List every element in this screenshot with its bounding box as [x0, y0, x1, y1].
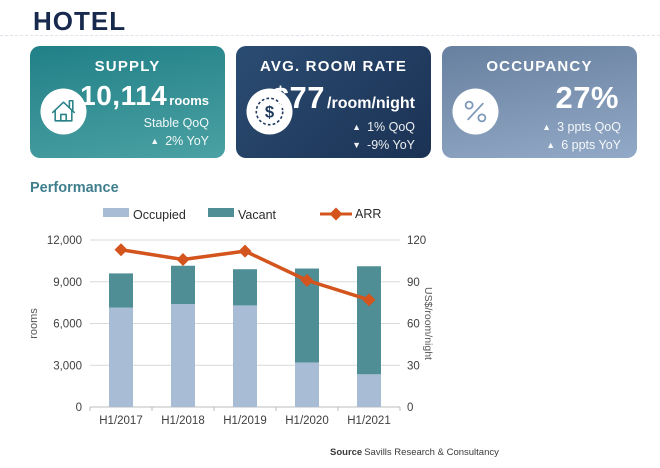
house-icon — [40, 88, 87, 135]
right-axis-tick: 90 — [407, 277, 420, 289]
avg-room-rate-card-content: $77/room/night ▲ 1% QoQ ▼ -9% YoY — [272, 80, 415, 152]
left-axis-tick: 9,000 — [53, 277, 82, 289]
bar-occupied — [295, 362, 319, 407]
performance-chart-container: 0 3,000 6,000 9,000 12,000 0 30 60 90 120 H1/2017 H… — [25, 202, 465, 450]
percent-icon — [452, 88, 499, 135]
legend-swatch — [103, 208, 129, 217]
performance-chart: 0 3,000 6,000 9,000 12,000 0 30 60 90 120 H1/2017 H… — [28, 207, 434, 427]
bar-vacant — [357, 266, 381, 375]
avg-room-rate-value: $77 — [271, 80, 326, 115]
supply-qoq: Stable QoQ — [80, 116, 209, 130]
arr-marker — [362, 293, 376, 307]
occupancy-qoq: ▲ 3 ppts QoQ — [542, 120, 621, 134]
trend-up-icon: ▲ — [150, 136, 160, 146]
legend-label: Vacant — [238, 208, 277, 222]
occupancy-card: OCCUPANCY 27% ▲ 3 ppts QoQ ▲ 6 ppts YoY — [442, 46, 637, 158]
performance-heading: Performance — [30, 180, 119, 196]
source-text: Savills Research & Consultancy — [364, 447, 499, 458]
right-axis-title: US$/room/night — [422, 287, 434, 360]
left-axis-tick: 0 — [76, 402, 82, 414]
kpi-cards: SUPPLY 10,114 rooms Stable QoQ ▲ 2% YoY — [30, 46, 637, 158]
left-axis-tick: 3,000 — [53, 360, 82, 372]
page-header: HOTEL — [0, 0, 660, 36]
bar-vacant — [233, 269, 257, 306]
avg-room-rate-yoy: ▼ -9% YoY — [272, 138, 415, 152]
bar-vacant — [171, 265, 195, 305]
trend-down-icon: ▼ — [352, 140, 362, 150]
left-axis-tick: 6,000 — [53, 319, 82, 331]
bar-occupied — [357, 374, 381, 407]
occupancy-qoq-text: 3 ppts QoQ — [557, 120, 621, 134]
right-axis-tick: 120 — [407, 235, 426, 247]
legend-swatch — [208, 208, 234, 217]
supply-unit: rooms — [169, 93, 209, 108]
avg-room-rate-qoq-text: 1% QoQ — [367, 120, 415, 134]
occupancy-yoy-text: 6 ppts YoY — [561, 138, 621, 152]
bar-occupied — [233, 305, 257, 407]
occupancy-card-title: OCCUPANCY — [486, 58, 593, 75]
avg-room-rate-card-title: AVG. ROOM RATE — [259, 58, 408, 75]
avg-room-rate-yoy-text: -9% YoY — [367, 138, 415, 152]
right-axis-tick: 30 — [407, 360, 420, 372]
left-axis-tick: 12,000 — [47, 235, 82, 247]
category-label: H1/2018 — [161, 415, 204, 427]
avg-room-rate-card: AVG. ROOM RATE $ $77/room/night ▲ 1% QoQ … — [236, 46, 431, 158]
trend-up-icon: ▲ — [546, 140, 556, 150]
coin-dollar-icon: $ — [246, 88, 293, 135]
source-label: Source — [330, 447, 363, 458]
supply-card: SUPPLY 10,114 rooms Stable QoQ ▲ 2% YoY — [30, 46, 225, 158]
avg-room-rate-unit: /room/night — [327, 95, 415, 112]
legend-label: ARR — [355, 207, 381, 221]
supply-yoy-text: 2% YoY — [165, 134, 209, 148]
bar-vacant — [109, 273, 133, 308]
category-label: H1/2021 — [347, 415, 390, 427]
occupancy-card-content: 27% ▲ 3 ppts QoQ ▲ 6 ppts YoY — [542, 80, 621, 152]
svg-text:$: $ — [265, 102, 275, 121]
trend-up-icon: ▲ — [352, 122, 362, 132]
left-axis-title: rooms — [28, 308, 40, 339]
legend-marker — [329, 207, 343, 221]
source-note: Source Savills Research & Consultancy — [330, 447, 499, 458]
trend-up-icon: ▲ — [542, 122, 552, 132]
supply-value: 10,114 — [80, 80, 168, 111]
arr-marker — [300, 273, 314, 287]
category-label: H1/2017 — [99, 415, 142, 427]
bar-occupied — [109, 307, 133, 407]
bar-occupied — [171, 304, 195, 407]
supply-yoy: ▲ 2% YoY — [80, 134, 209, 148]
supply-card-content: 10,114 rooms Stable QoQ ▲ 2% YoY — [80, 80, 209, 148]
right-axis-tick: 0 — [407, 402, 413, 414]
category-label: H1/2019 — [223, 415, 266, 427]
right-axis-tick: 60 — [407, 319, 420, 331]
legend-label: Occupied — [133, 208, 186, 222]
avg-room-rate-qoq: ▲ 1% QoQ — [272, 120, 415, 134]
page-title: HOTEL — [33, 6, 127, 36]
arr-marker — [238, 244, 252, 258]
occupancy-value: 27% — [555, 80, 619, 115]
category-label: H1/2020 — [285, 415, 328, 427]
arr-marker — [176, 252, 190, 266]
supply-qoq-text: Stable QoQ — [143, 116, 209, 130]
arr-marker — [114, 243, 128, 257]
occupancy-yoy: ▲ 6 ppts YoY — [542, 138, 621, 152]
supply-card-title: SUPPLY — [94, 58, 161, 75]
